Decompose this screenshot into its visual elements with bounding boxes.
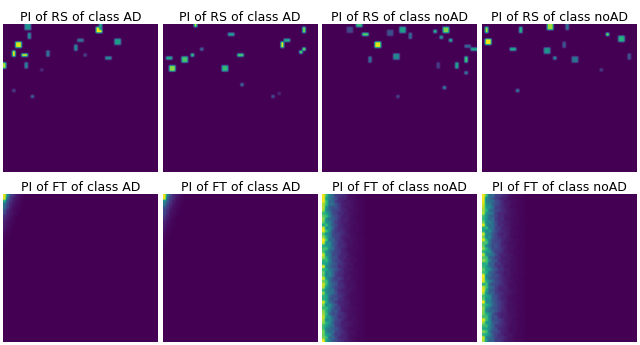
- Title: PI of RS of class noAD: PI of RS of class noAD: [332, 11, 468, 24]
- Title: PI of FT of class noAD: PI of FT of class noAD: [332, 181, 467, 194]
- Title: PI of FT of class AD: PI of FT of class AD: [21, 181, 140, 194]
- Title: PI of RS of class AD: PI of RS of class AD: [179, 11, 301, 24]
- Title: PI of FT of class noAD: PI of FT of class noAD: [492, 181, 627, 194]
- Title: PI of RS of class noAD: PI of RS of class noAD: [491, 11, 628, 24]
- Title: PI of FT of class AD: PI of FT of class AD: [180, 181, 300, 194]
- Title: PI of RS of class AD: PI of RS of class AD: [20, 11, 141, 24]
